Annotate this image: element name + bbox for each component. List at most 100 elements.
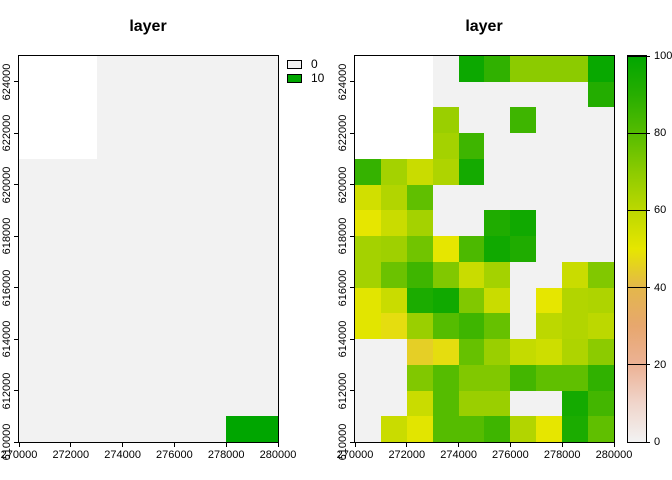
heatmap-cell	[122, 184, 149, 211]
heatmap-cell	[174, 133, 201, 159]
heatmap-cell	[380, 56, 407, 82]
heatmap-cell	[70, 107, 97, 134]
heatmap-cell	[174, 390, 201, 417]
heatmap-cell	[406, 184, 433, 211]
heatmap-cell	[406, 107, 433, 134]
heatmap-cell	[484, 339, 511, 365]
heatmap-cell	[19, 133, 45, 159]
legend-entry: 0	[287, 58, 324, 70]
heatmap-cell	[19, 184, 45, 211]
heatmap-cell	[44, 81, 71, 108]
heatmap-cell	[536, 56, 563, 82]
heatmap-cell	[536, 107, 563, 134]
heatmap-cell	[44, 287, 71, 314]
heatmap-cell	[536, 236, 563, 262]
right-panel-title: layer	[465, 18, 503, 35]
right-heatmap-panel	[354, 55, 615, 443]
heatmap-cell	[432, 416, 459, 442]
heatmap-cell	[562, 364, 589, 391]
heatmap-cell	[510, 133, 537, 159]
heatmap-cell	[510, 287, 537, 314]
x-tick-mark	[458, 442, 460, 447]
heatmap-cell	[252, 158, 278, 185]
heatmap-cell	[355, 158, 381, 185]
heatmap-cell	[355, 364, 381, 391]
legend-swatch	[287, 73, 302, 83]
heatmap-cell	[70, 81, 97, 108]
heatmap-cell	[252, 236, 278, 262]
heatmap-cell	[226, 313, 253, 340]
x-tick-label: 274000	[104, 449, 141, 461]
heatmap-cell	[44, 107, 71, 134]
heatmap-cell	[510, 313, 537, 340]
heatmap-cell	[588, 184, 614, 211]
heatmap-cell	[562, 339, 589, 365]
heatmap-cell	[484, 261, 511, 288]
y-tick-mark	[350, 132, 355, 134]
heatmap-cell	[510, 261, 537, 288]
heatmap-cell	[355, 56, 381, 82]
heatmap-cell	[355, 107, 381, 134]
heatmap-cell	[70, 236, 97, 262]
heatmap-cell	[406, 236, 433, 262]
heatmap-cell	[122, 107, 149, 134]
heatmap-cell	[44, 133, 71, 159]
heatmap-cell	[122, 81, 149, 108]
heatmap-cell	[588, 390, 614, 417]
colorbar-tick-label: 0	[654, 436, 661, 448]
y-tick-label: 610000	[1, 423, 13, 461]
heatmap-cell	[484, 287, 511, 314]
heatmap-cell	[226, 210, 253, 237]
heatmap-cell	[536, 339, 563, 365]
x-tick-mark	[18, 442, 20, 447]
heatmap-cell	[252, 313, 278, 340]
heatmap-cell	[70, 313, 97, 340]
x-tick-label: 278000	[543, 449, 581, 461]
heatmap-cell	[174, 158, 201, 185]
heatmap-cell	[226, 158, 253, 185]
heatmap-cell	[458, 133, 485, 159]
y-tick-label: 614000	[1, 320, 13, 358]
heatmap-cell	[174, 210, 201, 237]
heatmap-cell	[406, 210, 433, 237]
heatmap-cell	[355, 313, 381, 340]
heatmap-cell	[252, 133, 278, 159]
colorbar-tick-label: 20	[654, 358, 667, 371]
heatmap-cell	[406, 158, 433, 185]
heatmap-cell	[148, 184, 175, 211]
heatmap-cell	[122, 210, 149, 237]
heatmap-cell	[174, 261, 201, 288]
heatmap-cell	[432, 81, 459, 108]
heatmap-cell	[355, 416, 381, 442]
heatmap-cell	[588, 107, 614, 134]
heatmap-cell	[200, 313, 227, 340]
heatmap-cell	[148, 261, 175, 288]
colorbar-tick-mark	[628, 55, 650, 57]
heatmap-cell	[200, 56, 227, 82]
heatmap-cell	[70, 416, 97, 442]
heatmap-cell	[355, 210, 381, 237]
heatmap-cell	[380, 313, 407, 340]
x-tick-mark	[277, 442, 279, 447]
heatmap-cell	[562, 133, 589, 159]
heatmap-cell	[19, 236, 45, 262]
colorbar-tick-mark	[628, 132, 650, 134]
heatmap-cell	[510, 416, 537, 442]
heatmap-cell	[484, 184, 511, 211]
heatmap-cell	[148, 287, 175, 314]
heatmap-cell	[200, 339, 227, 365]
heatmap-cell	[380, 236, 407, 262]
heatmap-cell	[510, 81, 537, 108]
x-tick-mark	[406, 442, 408, 447]
heatmap-cell	[44, 261, 71, 288]
heatmap-cell	[70, 261, 97, 288]
heatmap-cell	[536, 287, 563, 314]
heatmap-cell	[200, 107, 227, 134]
heatmap-cell	[200, 81, 227, 108]
heatmap-cell	[484, 236, 511, 262]
heatmap-cell	[432, 133, 459, 159]
heatmap-cell	[96, 81, 123, 108]
y-tick-mark	[14, 132, 19, 134]
y-tick-mark	[350, 390, 355, 392]
heatmap-cell	[226, 261, 253, 288]
